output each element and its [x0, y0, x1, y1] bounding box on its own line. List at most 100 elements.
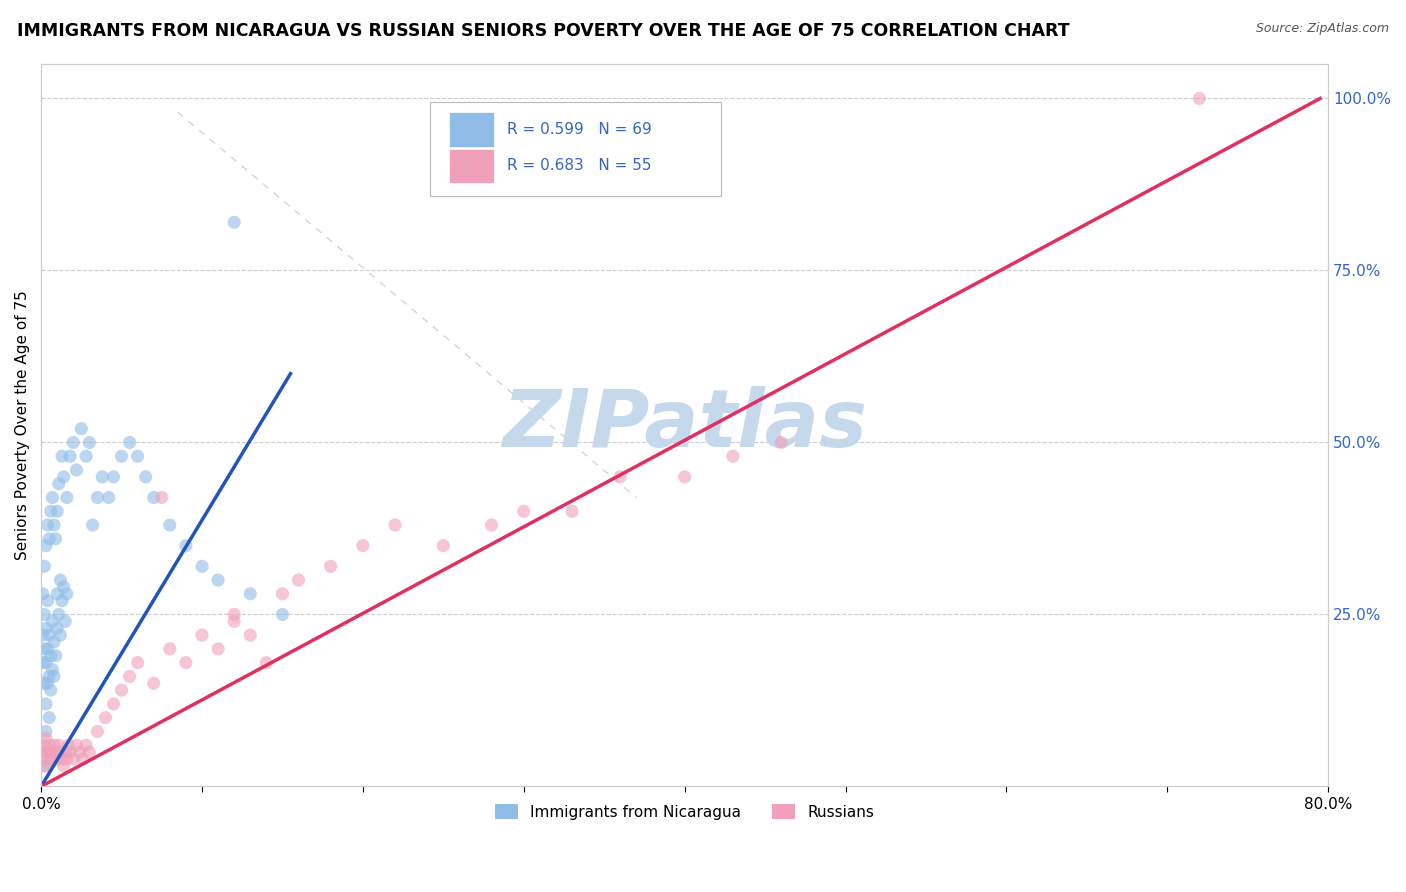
Point [82, 518, 104, 533]
Point [38, 738, 60, 752]
Point [34, 752, 56, 766]
Point [35, 697, 58, 711]
Point [37, 676, 59, 690]
Point [159, 518, 181, 533]
Point [35, 759, 58, 773]
Point [46, 752, 69, 766]
Point [45, 648, 67, 663]
Point [52, 580, 75, 594]
Point [239, 587, 262, 601]
Point [224, 615, 246, 629]
Point [35, 724, 58, 739]
Point [319, 559, 342, 574]
Point [287, 573, 309, 587]
Point [38, 711, 60, 725]
Point [34, 676, 56, 690]
Point [481, 518, 503, 533]
Text: IMMIGRANTS FROM NICARAGUA VS RUSSIAN SENIORS POVERTY OVER THE AGE OF 75 CORRELAT: IMMIGRANTS FROM NICARAGUA VS RUSSIAN SEN… [17, 22, 1070, 40]
Point [135, 470, 157, 484]
Point [271, 607, 294, 622]
Point [513, 504, 536, 518]
Point [127, 656, 149, 670]
Point [38, 752, 60, 766]
Point [207, 573, 229, 587]
Point [254, 656, 277, 670]
Point [432, 539, 454, 553]
Point [31, 587, 53, 601]
Point [49, 628, 72, 642]
Point [45, 745, 67, 759]
Point [97, 491, 120, 505]
Point [38, 532, 60, 546]
Point [103, 697, 125, 711]
Point [51, 752, 73, 766]
Point [142, 491, 165, 505]
Point [56, 752, 79, 766]
Point [52, 759, 75, 773]
Point [38, 669, 60, 683]
Point [673, 470, 696, 484]
Point [49, 745, 72, 759]
Point [191, 628, 214, 642]
Point [34, 738, 56, 752]
Point [37, 593, 59, 607]
Point [191, 559, 214, 574]
Point [609, 470, 631, 484]
Text: R = 0.683   N = 55: R = 0.683 N = 55 [508, 158, 651, 173]
Point [561, 504, 583, 518]
Point [118, 669, 141, 683]
FancyBboxPatch shape [430, 102, 721, 196]
Point [46, 587, 69, 601]
Point [62, 435, 84, 450]
Point [86, 491, 108, 505]
Point [58, 738, 80, 752]
Point [91, 470, 114, 484]
Y-axis label: Seniors Poverty Over the Age of 75: Seniors Poverty Over the Age of 75 [15, 291, 30, 560]
Point [51, 593, 73, 607]
Point [34, 607, 56, 622]
Point [49, 573, 72, 587]
Point [79, 435, 101, 450]
Point [384, 518, 406, 533]
Point [110, 683, 132, 698]
Point [31, 656, 53, 670]
Point [65, 463, 87, 477]
Point [127, 449, 149, 463]
Point [86, 724, 108, 739]
Text: Source: ZipAtlas.com: Source: ZipAtlas.com [1256, 22, 1389, 36]
Text: R = 0.599   N = 69: R = 0.599 N = 69 [508, 121, 652, 136]
Point [31, 745, 53, 759]
Point [224, 607, 246, 622]
Point [69, 745, 91, 759]
Point [72, 752, 94, 766]
Point [75, 449, 97, 463]
Point [142, 676, 165, 690]
Point [48, 607, 70, 622]
Point [352, 539, 374, 553]
Point [79, 745, 101, 759]
Point [34, 759, 56, 773]
Point [37, 745, 59, 759]
Point [42, 635, 65, 649]
Point [53, 745, 76, 759]
Bar [449, 112, 494, 147]
Point [34, 559, 56, 574]
Point [271, 587, 294, 601]
Point [46, 504, 69, 518]
Point [56, 587, 79, 601]
Point [48, 476, 70, 491]
Point [35, 656, 58, 670]
Bar [449, 149, 494, 183]
Point [51, 449, 73, 463]
Point [56, 491, 79, 505]
Point [65, 738, 87, 752]
Point [59, 745, 82, 759]
Point [770, 435, 793, 450]
Point [42, 669, 65, 683]
Point [35, 731, 58, 746]
Point [31, 628, 53, 642]
Point [75, 738, 97, 752]
Point [41, 663, 63, 677]
Legend: Immigrants from Nicaragua, Russians: Immigrants from Nicaragua, Russians [489, 797, 880, 826]
Point [721, 449, 744, 463]
